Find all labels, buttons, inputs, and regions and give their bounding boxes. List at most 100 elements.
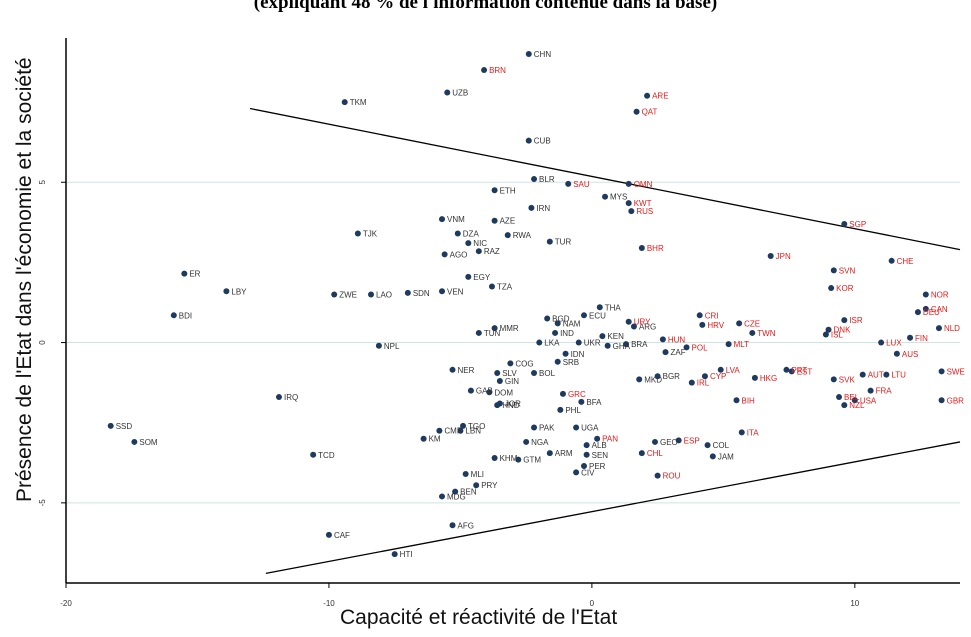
data-point — [436, 427, 443, 434]
point-label: SRB — [563, 358, 579, 367]
data-point — [636, 376, 643, 383]
data-point — [583, 442, 590, 449]
data-point — [554, 320, 561, 327]
point-label: ISL — [831, 331, 844, 340]
point-label: KHM — [500, 454, 518, 463]
point-label: QAT — [642, 108, 658, 117]
point-label: ARG — [639, 323, 656, 332]
data-point — [938, 397, 945, 404]
point-label: GEO — [660, 438, 678, 447]
point-label: TCD — [318, 451, 335, 460]
point-label: LBY — [231, 287, 247, 296]
point-label: IDN — [571, 350, 585, 359]
point-label: GBR — [947, 396, 965, 405]
point-label: RUS — [636, 207, 653, 216]
point-label: SEN — [592, 451, 609, 460]
data-point — [717, 366, 724, 373]
data-point — [496, 378, 503, 385]
data-point — [452, 488, 459, 495]
data-point — [310, 451, 317, 458]
data-point — [783, 366, 790, 373]
data-point — [181, 270, 188, 277]
data-point — [575, 339, 582, 346]
point-label: EST — [797, 367, 813, 376]
data-point — [467, 387, 474, 394]
point-label: BGD — [552, 315, 570, 324]
data-point — [683, 344, 690, 351]
point-label: CYP — [710, 372, 726, 381]
data-point — [830, 376, 837, 383]
data-point — [859, 371, 866, 378]
chart-title: (expliquant 48 % de l'information conten… — [253, 0, 718, 13]
point-label: SDN — [413, 289, 430, 298]
data-point — [725, 341, 732, 348]
axes — [61, 38, 960, 588]
point-label: UGA — [581, 424, 599, 433]
point-label: BGR — [663, 372, 681, 381]
data-point — [473, 482, 480, 489]
data-point — [494, 402, 501, 409]
point-label: DZA — [463, 230, 480, 239]
data-point — [938, 368, 945, 375]
point-label: TZA — [497, 282, 513, 291]
data-point — [354, 230, 361, 237]
point-label: IRN — [536, 204, 550, 213]
data-point — [531, 424, 538, 431]
data-point — [491, 217, 498, 224]
tick-labels: 5 0 -5 -20 -10 0 10 — [38, 179, 860, 608]
data-point — [767, 253, 774, 259]
data-point — [888, 257, 895, 264]
point-label: NGA — [531, 438, 549, 447]
data-point — [878, 339, 885, 346]
point-label: LTU — [891, 371, 906, 380]
data-point — [546, 238, 553, 245]
point-label: RAZ — [484, 247, 500, 256]
point-label: MDG — [447, 492, 466, 501]
point-label: BOL — [539, 369, 556, 378]
data-point — [491, 325, 498, 332]
point-label: BEL — [844, 393, 860, 402]
point-label: HTI — [400, 550, 413, 559]
y-tick-label: -5 — [38, 499, 47, 507]
data-point — [914, 309, 921, 316]
point-label: SWE — [947, 367, 965, 376]
point-label: GAB — [476, 387, 493, 396]
data-point — [170, 312, 177, 319]
data-point — [441, 251, 448, 258]
data-point — [439, 216, 446, 223]
data-point — [559, 390, 566, 397]
point-label: ESP — [684, 436, 700, 445]
point-label: ALB — [592, 441, 607, 450]
data-point — [604, 342, 611, 349]
boundary-line — [265, 441, 961, 575]
point-label: BHR — [647, 244, 664, 253]
point-label: NAM — [563, 319, 581, 328]
point-label: GIN — [505, 377, 519, 386]
point-label: TJK — [363, 230, 378, 239]
point-label: SOM — [139, 438, 158, 447]
point-label: SVK — [839, 375, 856, 384]
data-point — [531, 176, 538, 183]
point-label: USA — [860, 396, 877, 405]
point-label: VEN — [447, 287, 464, 296]
data-point — [404, 289, 411, 296]
data-point — [536, 339, 543, 346]
point-label: MYS — [610, 193, 627, 202]
point-label: ROU — [663, 472, 681, 481]
data-point — [830, 267, 837, 274]
data-point — [460, 422, 467, 429]
data-point — [523, 438, 530, 445]
point-label: AUS — [902, 350, 918, 359]
data-point — [465, 240, 472, 247]
point-label: COG — [515, 359, 533, 368]
point-label: LBN — [465, 427, 481, 436]
data-point — [935, 325, 942, 332]
point-label: UKR — [584, 339, 601, 348]
data-point — [749, 329, 756, 336]
data-point — [420, 435, 427, 442]
point-label: TUR — [555, 238, 572, 247]
data-point — [465, 273, 472, 280]
data-point — [651, 438, 658, 445]
data-point — [488, 283, 495, 290]
data-point — [851, 397, 858, 404]
